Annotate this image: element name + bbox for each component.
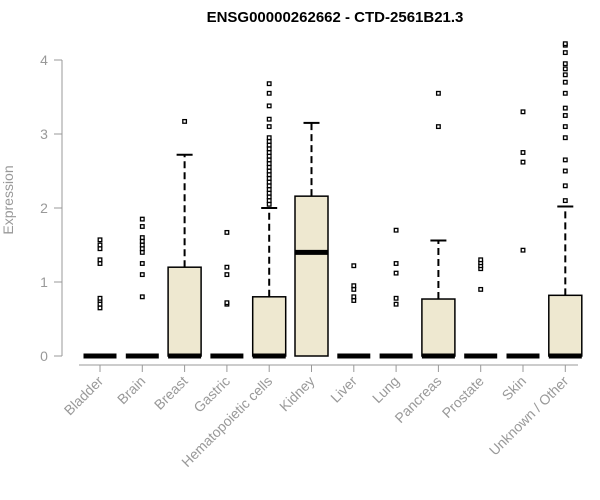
outlier-point bbox=[182, 118, 188, 124]
box bbox=[548, 294, 583, 357]
box-group bbox=[464, 257, 498, 359]
outlier-point bbox=[266, 116, 272, 122]
x-tick-label: Bladder bbox=[61, 373, 107, 419]
outlier-point bbox=[266, 81, 272, 87]
outlier-point bbox=[435, 90, 441, 96]
outlier-point bbox=[393, 270, 399, 276]
box-group bbox=[548, 41, 583, 359]
box-group bbox=[421, 90, 456, 359]
x-tick-label: Liver bbox=[327, 373, 360, 406]
x-tick-label: Prostate bbox=[439, 373, 487, 421]
y-tick-label: 2 bbox=[40, 200, 48, 216]
box bbox=[294, 195, 329, 357]
outlier-point bbox=[562, 61, 568, 67]
box-group bbox=[251, 81, 287, 359]
outlier-point bbox=[97, 257, 103, 263]
box bbox=[421, 298, 456, 357]
outlier-point bbox=[393, 301, 399, 307]
boxes bbox=[83, 41, 583, 359]
outlier-point bbox=[520, 150, 526, 155]
outlier-point bbox=[562, 157, 568, 163]
outlier-point bbox=[224, 300, 230, 306]
outlier-point bbox=[478, 286, 484, 292]
x-tick-label: Pancreas bbox=[391, 373, 444, 426]
outlier-point bbox=[97, 242, 103, 248]
box-group bbox=[210, 229, 244, 359]
outlier-point bbox=[562, 90, 568, 96]
outlier-point bbox=[224, 264, 230, 270]
box-group bbox=[167, 118, 202, 359]
outlier-point bbox=[224, 272, 230, 278]
y-tick-label: 1 bbox=[40, 274, 48, 290]
outlier-point bbox=[562, 66, 568, 72]
outlier-point bbox=[139, 224, 145, 229]
outlier-point bbox=[562, 105, 568, 111]
outlier-point bbox=[266, 135, 272, 141]
outlier-point bbox=[520, 247, 526, 253]
y-tick-label: 0 bbox=[40, 348, 48, 364]
outlier-point bbox=[97, 295, 103, 301]
box-group bbox=[83, 237, 117, 359]
outlier-point bbox=[139, 216, 145, 222]
box bbox=[251, 296, 287, 357]
outlier-point bbox=[97, 237, 103, 243]
outlier-point bbox=[139, 235, 145, 241]
outlier-point bbox=[266, 103, 272, 109]
outlier-point bbox=[139, 261, 145, 266]
x-tick-label: Lung bbox=[369, 373, 402, 406]
outlier-point bbox=[139, 294, 145, 300]
box-group bbox=[506, 109, 540, 359]
x-tick-label: Breast bbox=[151, 373, 191, 413]
y-tick-label: 4 bbox=[40, 52, 48, 68]
outlier-point bbox=[139, 272, 145, 278]
box-group bbox=[379, 227, 413, 359]
outlier-point bbox=[351, 263, 357, 269]
box bbox=[167, 266, 202, 357]
outlier-point bbox=[393, 295, 399, 301]
outlier-point bbox=[562, 183, 568, 189]
x-ticks bbox=[99, 365, 566, 372]
x-tick-label: Brain bbox=[114, 373, 148, 407]
y-ticks: 0 1 2 3 4 bbox=[40, 52, 62, 364]
chart-title: ENSG00000262662 - CTD-2561B21.3 bbox=[207, 9, 464, 26]
outlier-point bbox=[224, 229, 230, 235]
outlier-point bbox=[562, 124, 568, 130]
y-tick-label: 3 bbox=[40, 126, 48, 142]
x-tick-label: Unknown / Other bbox=[486, 373, 572, 459]
box-group bbox=[125, 216, 159, 359]
x-tick-label: Kidney bbox=[276, 373, 318, 415]
outlier-point bbox=[351, 283, 357, 289]
outlier-point bbox=[520, 159, 526, 165]
outlier-point bbox=[562, 135, 568, 141]
outlier-point bbox=[393, 261, 399, 266]
outlier-point bbox=[562, 168, 568, 174]
outlier-point bbox=[562, 198, 568, 204]
outlier-point bbox=[562, 79, 568, 85]
outlier-point bbox=[266, 124, 272, 130]
box-group bbox=[337, 263, 371, 359]
box-group bbox=[294, 121, 329, 357]
outlier-point bbox=[266, 90, 272, 96]
x-tick-label: Skin bbox=[499, 373, 530, 404]
outlier-point bbox=[435, 124, 441, 130]
outlier-point bbox=[393, 227, 399, 233]
outlier-point bbox=[351, 294, 357, 300]
outlier-point bbox=[562, 72, 568, 78]
outlier-point bbox=[520, 109, 526, 115]
outlier-point bbox=[562, 50, 568, 56]
outlier-point bbox=[562, 41, 568, 47]
outlier-point bbox=[478, 257, 484, 263]
y-axis-label: Expression bbox=[0, 165, 16, 234]
outlier-point bbox=[562, 113, 568, 118]
